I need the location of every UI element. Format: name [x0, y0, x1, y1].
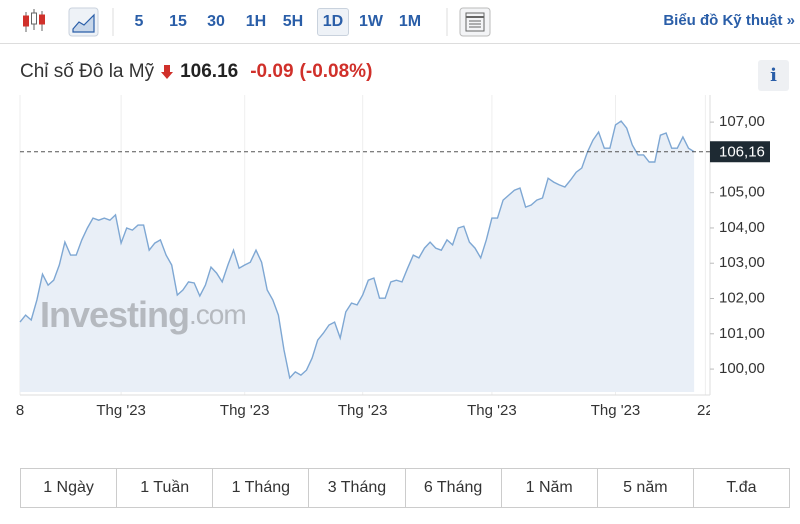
range-button[interactable]: 5 năm — [598, 469, 694, 507]
candlestick-icon[interactable] — [23, 9, 45, 32]
price-line — [19, 120, 695, 380]
range-button[interactable]: 1 Tuần — [117, 469, 214, 507]
x-tick-label: Thg '23 — [591, 402, 641, 419]
area-fill — [20, 121, 695, 392]
technical-chart-link[interactable]: Biểu đồ Kỹ thuật » — [663, 12, 795, 29]
interval-button[interactable]: 1M — [398, 13, 422, 30]
y-tick-label: 104,00 — [719, 219, 765, 236]
down-arrow — [161, 65, 174, 79]
y-tick-label: 102,00 — [719, 289, 765, 306]
x-tick-label: Thg '23 — [96, 402, 146, 419]
watermark: Investing.com — [40, 294, 246, 335]
interval-button[interactable]: 1H — [245, 13, 267, 30]
interval-button[interactable]: 30 — [207, 13, 225, 30]
x-tick-label: 22 — [697, 402, 714, 419]
change-percent: (-0.08%) — [299, 61, 373, 82]
y-tick-label: 105,00 — [719, 184, 765, 201]
range-button[interactable]: 1 Năm — [502, 469, 598, 507]
current-price-label: 106,16 — [719, 144, 765, 161]
x-tick-label: Thg '23 — [220, 402, 270, 419]
interval-button[interactable]: 1D — [317, 8, 349, 36]
range-button[interactable]: 1 Tháng — [213, 469, 310, 507]
instrument-name: Chỉ số Đô la Mỹ — [20, 61, 155, 82]
x-tick-label: 8 — [16, 402, 24, 419]
info-button[interactable]: i — [758, 60, 789, 91]
x-tick-label: Thg '23 — [467, 402, 517, 419]
table-icon[interactable] — [459, 7, 491, 37]
x-tick-label: Thg '23 — [338, 402, 388, 419]
watermark-domain: .com — [189, 299, 246, 330]
interval-button[interactable]: 5 — [134, 13, 144, 30]
plot: 8 Thg '23 Thg '23 Thg '23 Thg '23 Thg '23 22 — [16, 95, 714, 419]
range-buttons: 1 Ngày 1 Tuần 1 Tháng 3 Tháng 6 Tháng 1 Năm 5 … — [20, 468, 790, 508]
y-tick-label: 103,00 — [719, 254, 765, 271]
interval-button[interactable]: 15 — [169, 13, 187, 30]
y-tick-label: 107,00 — [719, 113, 765, 130]
interval-button[interactable]: 5H — [282, 13, 304, 30]
watermark-brand: Investing — [40, 294, 189, 335]
quote-header: Chỉ số Đô la Mỹ 106.16 -0.09 (-0.08%) — [20, 61, 372, 83]
range-button[interactable]: T.đa — [726, 479, 757, 496]
area-chart-icon[interactable] — [68, 7, 99, 37]
y-tick-label: 101,00 — [719, 325, 765, 342]
toolbar: Biểu đồ Kỹ thuật » 5 15 30 1H 5H 1D 1W 1M — [0, 0, 800, 44]
price: 106.16 — [180, 61, 239, 82]
change: -0.09 — [250, 61, 294, 82]
range-button[interactable]: 6 Tháng — [406, 469, 502, 507]
interval-button[interactable]: 1W — [359, 13, 383, 30]
y-tick-label: 100,00 — [719, 360, 765, 377]
current-price-box — [710, 141, 770, 163]
range-button[interactable]: 3 Tháng — [309, 469, 406, 507]
chart: 8 Thg '23 Thg '23 Thg '23 Thg '23 Thg '23 22 In… — [16, 95, 770, 419]
range-button[interactable]: 1 Ngày — [21, 469, 118, 507]
toolbar-icons — [23, 7, 491, 37]
